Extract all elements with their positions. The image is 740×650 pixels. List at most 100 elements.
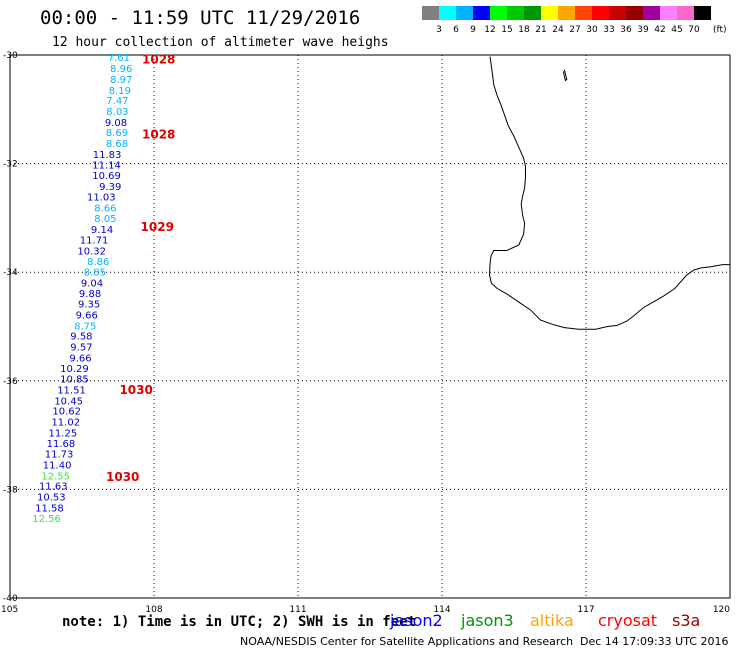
lat-lon-grid <box>10 55 730 598</box>
color-swatch <box>524 6 541 20</box>
wave-height-value: 11.58 <box>35 503 64 514</box>
satellite-legend-altika: altika <box>530 611 574 630</box>
wave-height-value: 11.73 <box>45 450 74 461</box>
footer-credit: NOAA/NESDIS Center for Satellite Applica… <box>240 635 573 648</box>
longitude-tick-label: 120 <box>713 605 730 615</box>
pressure-value: 1028 <box>142 52 175 66</box>
wave-height-value: 9.66 <box>69 353 91 364</box>
color-scale-label: 15 <box>501 25 512 35</box>
color-scale-label: 6 <box>453 25 459 35</box>
wave-height-value: 9.57 <box>70 343 92 354</box>
color-scale-label: 70 <box>688 25 700 35</box>
color-scale-label: 24 <box>552 25 564 35</box>
wave-height-value: 8.19 <box>109 86 131 97</box>
color-swatch <box>660 6 677 20</box>
wave-height-readings: 7.618.968.978.197.478.039.088.698.6811.8… <box>32 53 132 525</box>
color-scale-label: 18 <box>518 25 530 35</box>
color-scale-label: 33 <box>603 25 614 35</box>
wave-height-value: 8.69 <box>106 128 128 139</box>
island-path <box>562 69 568 82</box>
satellite-legend: jason2 jason3 altika cryosat s3a <box>389 611 700 630</box>
color-scale-label: 3 <box>436 25 442 35</box>
longitude-tick-label: 117 <box>577 605 594 615</box>
color-scale-label: 30 <box>586 25 598 35</box>
wave-height-value: 9.14 <box>91 225 113 236</box>
longitude-tick-label: 111 <box>289 605 306 615</box>
map-frame <box>9 54 731 599</box>
wave-height-value: 11.71 <box>80 236 109 247</box>
wave-height-value: 11.51 <box>57 385 86 396</box>
color-swatch <box>422 6 439 20</box>
pressure-value: 1029 <box>141 220 174 234</box>
pressure-value: 1030 <box>106 470 139 484</box>
wave-height-value: 11.83 <box>93 150 122 161</box>
map-subtitle: 12 hour collection of altimeter wave hei… <box>52 35 389 50</box>
wave-height-value: 7.47 <box>106 96 128 107</box>
wave-height-value: 9.08 <box>105 118 127 129</box>
wave-height-value: 12.55 <box>41 471 70 482</box>
wave-height-value: 11.14 <box>92 161 121 172</box>
axis-tick-labels: 105 108 111 114 117 120 -30 -32 -34 -36 -38 -40 <box>1 51 730 615</box>
wave-height-value: 9.39 <box>99 182 121 193</box>
wave-height-value: 8.96 <box>110 64 132 75</box>
longitude-tick-label: 114 <box>433 605 450 615</box>
wave-height-value: 10.62 <box>52 407 81 418</box>
latitude-tick-label: -34 <box>3 268 18 278</box>
color-scale-label: (ft) <box>713 25 727 35</box>
wave-height-value: 10.29 <box>60 364 89 375</box>
wave-height-value: 8.68 <box>106 139 128 150</box>
wave-height-value: 9.04 <box>81 279 103 290</box>
wave-height-value: 8.66 <box>94 204 116 215</box>
color-swatch <box>609 6 626 20</box>
wave-height-value: 8.75 <box>74 321 96 332</box>
color-scale-label: 42 <box>654 25 665 35</box>
color-swatch <box>626 6 643 20</box>
wave-height-value: 10.53 <box>37 492 66 503</box>
color-scale-label: 39 <box>637 25 649 35</box>
color-swatch <box>439 6 456 20</box>
wave-height-value: 11.68 <box>47 439 76 450</box>
wave-height-value: 9.35 <box>78 300 100 311</box>
wave-height-value: 10.32 <box>77 246 106 257</box>
wave-height-value: 11.25 <box>49 428 78 439</box>
satellite-legend-jason3: jason3 <box>460 611 514 630</box>
wave-height-value: 10.69 <box>92 171 121 182</box>
wave-height-value: 11.02 <box>51 418 80 429</box>
color-scale-label: 27 <box>569 25 580 35</box>
color-swatch <box>456 6 473 20</box>
color-scale-label: 9 <box>470 25 476 35</box>
latitude-tick-label: -38 <box>3 485 18 495</box>
wave-height-value: 11.63 <box>39 482 68 493</box>
color-swatch <box>490 6 507 20</box>
color-scale-label: 36 <box>620 25 632 35</box>
color-swatch <box>694 6 711 20</box>
wave-height-value: 8.85 <box>84 268 106 279</box>
satellite-legend-jason2: jason2 <box>389 611 443 630</box>
satellite-legend-s3a: s3a <box>672 611 700 630</box>
longitude-tick-label: 108 <box>145 605 162 615</box>
satellite-legend-cryosat: cryosat <box>598 611 657 630</box>
wave-height-value: 10.45 <box>54 396 83 407</box>
wave-height-value: 8.03 <box>106 107 128 118</box>
wave-height-value: 9.58 <box>70 332 92 343</box>
latitude-tick-label: -40 <box>3 594 18 604</box>
latitude-tick-label: -36 <box>3 377 18 387</box>
map-title: 00:00 - 11:59 UTC 11/29/2016 <box>40 7 360 29</box>
pressure-value: 1030 <box>119 383 152 397</box>
footer-note: note: 1) Time is in UTC; 2) SWH is in fe… <box>62 614 416 630</box>
latitude-tick-label: -30 <box>3 51 18 61</box>
color-scale-label: 21 <box>535 25 546 35</box>
color-swatch <box>507 6 524 20</box>
color-swatch <box>643 6 660 20</box>
color-swatch <box>575 6 592 20</box>
wave-height-value: 10.85 <box>60 375 89 386</box>
pressure-value: 1028 <box>142 128 175 142</box>
wave-height-value: 9.66 <box>76 311 98 322</box>
color-scale-legend: 3 6 9 12 15 18 21 24 27 30 33 36 39 42 45 70 (ft) <box>422 6 727 35</box>
longitude-tick-label: 105 <box>1 605 18 615</box>
color-swatch <box>541 6 558 20</box>
wave-height-value: 8.05 <box>94 214 116 225</box>
coastline-path <box>488 56 730 330</box>
wave-height-value: 12.56 <box>32 514 61 525</box>
